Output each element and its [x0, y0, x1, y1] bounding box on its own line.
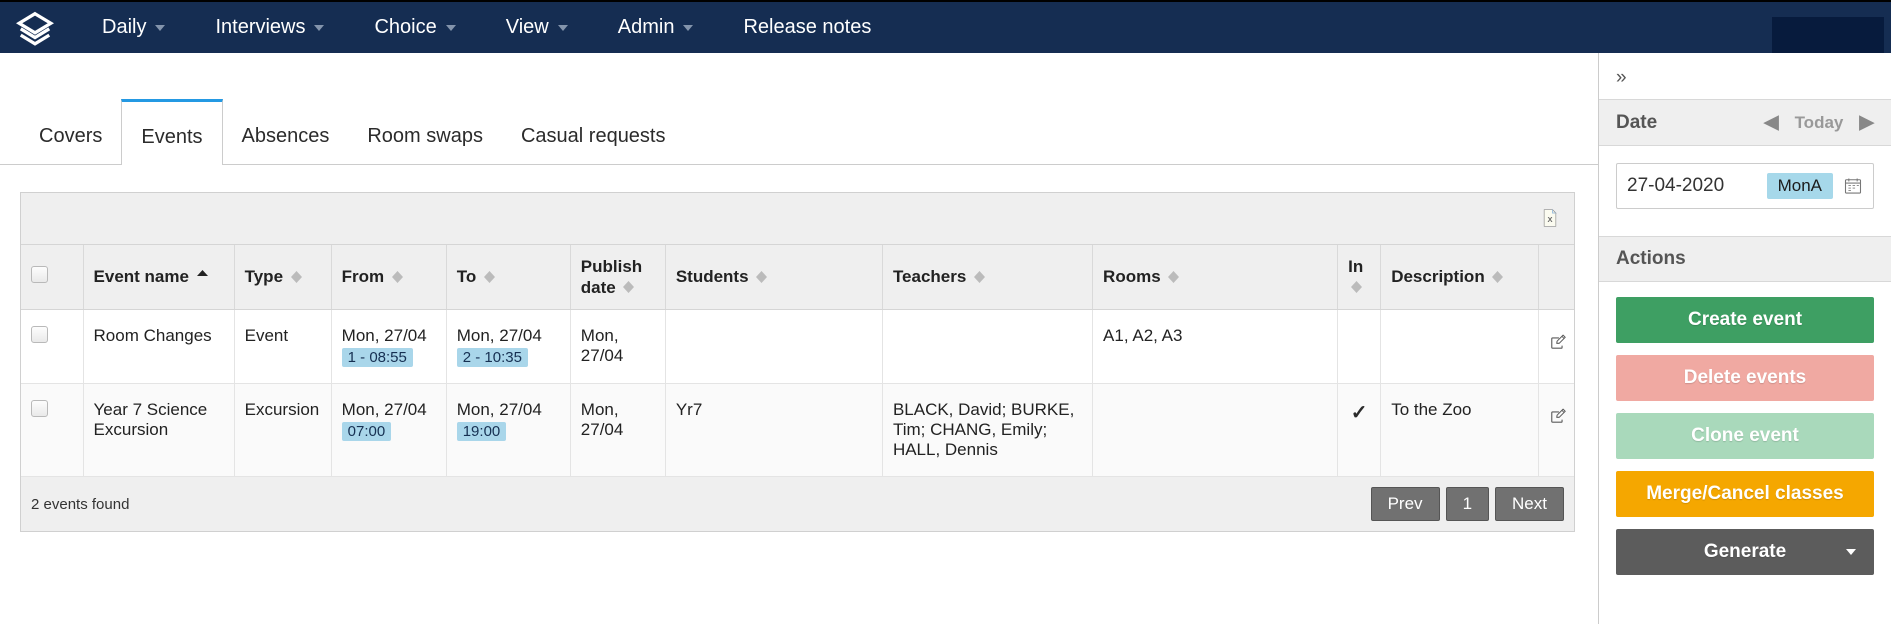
svg-text:X: X [1547, 215, 1552, 224]
